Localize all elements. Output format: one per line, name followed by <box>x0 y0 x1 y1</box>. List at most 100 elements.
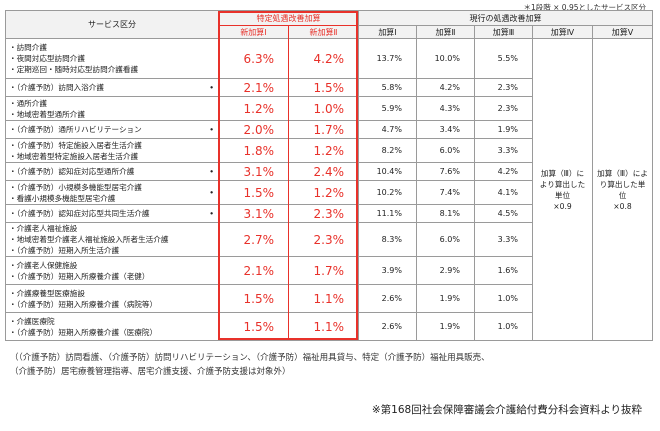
service-cell: ・（介護予防）認知症対応型共同生活介護 • <box>5 204 219 223</box>
service-cell: ・通所介護 ・地域密着型通所介護 <box>5 96 219 121</box>
new-addition-2-value: 2.3% <box>288 204 359 223</box>
addition-2-value: 2.9% <box>416 256 475 285</box>
service-name: ・地域密着型介護老人福祉施設入所者生活介護 <box>9 235 169 244</box>
service-cell: ・介護医療院 ・（介護予防）短期入所療養介護（医療院） <box>5 312 219 341</box>
addition-3-value: 3.3% <box>474 222 533 257</box>
service-name: ・介護老人保健施設 <box>9 260 78 270</box>
addition-3-value: 1.0% <box>474 312 533 341</box>
bullet-mark: • <box>209 125 214 134</box>
new-addition-1-value: 1.5% <box>218 180 289 205</box>
addition-1-header: 加算Ⅰ <box>358 25 417 39</box>
addition-2-value: 7.4% <box>416 180 475 205</box>
addition-2-value: 8.1% <box>416 204 475 223</box>
new-addition-2-value: 2.4% <box>288 162 359 181</box>
bullet-mark: • <box>209 209 214 218</box>
service-name: ・（介護予防）短期入所生活介護 <box>9 246 120 255</box>
table-row: ・介護療養型医療施設 ・（介護予防）短期入所療養介護（病院等） 1.5% 1.1% 2.… <box>5 284 653 313</box>
addition-1-value: 8.2% <box>358 138 417 163</box>
new-addition-group-header: 特定処遇改善加算 <box>218 10 359 26</box>
addition-1-value: 2.6% <box>358 312 417 341</box>
addition-2-value: 3.4% <box>416 120 475 139</box>
service-name: ・（介護予防）短期入所療養介護（医療院） <box>9 327 158 337</box>
addition-3-value: 1.0% <box>474 284 533 313</box>
addition-3-header: 加算Ⅲ <box>474 25 533 39</box>
footnote-line: （（介護予防）訪問看護、（介護予防）訪問リハビリテーション、（介護予防）福祉用具… <box>10 353 490 363</box>
merged-line: 位 <box>618 190 627 200</box>
addition-5-header: 加算Ⅴ <box>591 25 654 39</box>
table-row: ・（介護予防）通所リハビリテーション • 2.0% 1.7% 4.7% 3.4% 1.9% <box>5 120 653 139</box>
service-cell: ・介護老人福祉施設・地域密着型介護老人福祉施設入所者生活介護 ・（介護予防）短期入… <box>5 222 219 257</box>
new-addition-1-value: 2.7% <box>218 222 289 257</box>
addition-1-value: 5.8% <box>358 78 417 97</box>
bullet-mark: • <box>209 167 214 176</box>
addition-3-value: 3.3% <box>474 138 533 163</box>
current-addition-group-header: 現行の処遇改善加算 <box>357 10 654 26</box>
table-row: ・訪問介護 ・夜間対応型訪問介護 ・定期巡回・随時対応型訪問介護看護 6.3% 4.2%… <box>5 38 654 341</box>
service-name: ・介護療養型医療施設 <box>9 288 85 298</box>
table-row: ・介護老人保健施設 ・（介護予防）短期入所療養介護（老健） 2.1% 1.7% 3.9%… <box>5 256 653 285</box>
merged-line: 加算（Ⅲ）によ <box>597 168 648 178</box>
addition-2-header: 加算Ⅱ <box>416 25 475 39</box>
service-cell: ・（介護予防）通所リハビリテーション • <box>5 120 219 139</box>
new-addition-2-value: 1.7% <box>288 256 359 285</box>
new-addition-1-value: 6.3% <box>218 38 289 79</box>
addition-2-value: 4.3% <box>416 96 475 121</box>
addition-3-value: 4.1% <box>474 180 533 205</box>
addition-1-value: 4.7% <box>358 120 417 139</box>
new-addition-1-value: 3.1% <box>218 162 289 181</box>
service-cell: ・（介護予防）認知症対応型通所介護 • <box>5 162 219 181</box>
new-addition-2-header: 新加算Ⅱ <box>288 25 359 39</box>
table-row: ・（介護予防）認知症対応型通所介護 • 3.1% 2.4% 10.4% 7.6% 4.2% <box>5 162 653 181</box>
footnote-line: （介護予防）居宅療養管理指導、居宅介護支援、介護予防支援は対象外） <box>10 367 291 377</box>
new-addition-2-value: 4.2% <box>288 38 359 79</box>
service-col-header: サービス区分 <box>5 10 219 39</box>
exclusion-footnote: （（介護予防）訪問看護、（介護予防）訪問リハビリテーション、（介護予防）福祉用具… <box>10 351 490 379</box>
source-note: ※第168回社会保障審議会介護給付費分科会資料より抜粋 <box>371 404 642 416</box>
table-row: ・（介護予防）認知症対応型共同生活介護 • 3.1% 2.3% 11.1% 8.1% 4.5… <box>5 204 653 223</box>
addition-1-value: 2.6% <box>358 284 417 313</box>
addition-2-value: 1.9% <box>416 284 475 313</box>
addition-2-value: 6.0% <box>416 222 475 257</box>
service-name: ・（介護予防）特定施設入居者生活介護 <box>9 140 142 150</box>
service-name: ・訪問介護 <box>9 43 47 52</box>
addition-4-header: 加算Ⅳ <box>532 25 593 39</box>
new-addition-2-value: 1.1% <box>288 312 359 341</box>
addition-1-value: 11.1% <box>358 204 417 223</box>
addition-1-value: 5.9% <box>358 96 417 121</box>
service-name: ・介護老人福祉施設 <box>9 224 78 233</box>
new-addition-2-value: 1.7% <box>288 120 359 139</box>
addition-1-value: 13.7% <box>358 38 417 79</box>
new-addition-1-value: 3.1% <box>218 204 289 223</box>
new-addition-1-value: 1.8% <box>218 138 289 163</box>
service-name: ・（介護予防）訪問入浴介護 <box>9 83 104 92</box>
table-row: ・介護医療院 ・（介護予防）短期入所療養介護（医療院） 1.5% 1.1% 2.6% 1.… <box>5 312 653 341</box>
addition-rate-table: サービス区分 特定処遇改善加算 現行の処遇改善加算 新加算Ⅰ 新加算Ⅱ 加算Ⅰ … <box>5 10 654 341</box>
new-addition-2-value: 1.2% <box>288 180 359 205</box>
service-name: ・定期巡回・随時対応型訪問介護看護 <box>9 65 139 74</box>
service-name: ・（介護予防）通所リハビリテーション <box>9 125 142 134</box>
new-addition-1-value: 2.1% <box>218 256 289 285</box>
table-row: ・通所介護 ・地域密着型通所介護 1.2% 1.0% 5.9% 4.3% 2.3% <box>5 96 653 121</box>
new-addition-2-value: 1.5% <box>288 78 359 97</box>
service-cell: ・（介護予防）特定施設入居者生活介護 ・地域密着型特定施設入居者生活介護 <box>5 138 219 163</box>
service-name: ・看護小規模多機能型居宅介護 <box>9 193 116 203</box>
new-addition-2-value: 1.1% <box>288 284 359 313</box>
bullet-mark: • <box>209 188 214 197</box>
addition-1-value: 3.9% <box>358 256 417 285</box>
addition-1-value: 8.3% <box>358 222 417 257</box>
service-cell: ・（介護予防）小規模多機能型居宅介護 ・看護小規模多機能型居宅介護 • <box>5 180 219 205</box>
new-addition-1-value: 1.5% <box>218 284 289 313</box>
new-addition-2-value: 1.2% <box>288 138 359 163</box>
bullet-mark: • <box>209 83 214 92</box>
addition-3-value: 2.3% <box>474 96 533 121</box>
service-name: ・（介護予防）短期入所療養介護（病院等） <box>9 299 158 309</box>
addition-2-value: 7.6% <box>416 162 475 181</box>
merged-line: より算出した <box>539 179 586 189</box>
addition-3-value: 1.6% <box>474 256 533 285</box>
addition-3-value: 2.3% <box>474 78 533 97</box>
new-addition-1-value: 1.2% <box>218 96 289 121</box>
service-name: ・地域密着型通所介護 <box>9 109 85 119</box>
new-addition-2-value: 2.3% <box>288 222 359 257</box>
addition-3-value: 5.5% <box>474 38 533 79</box>
table-row: ・（介護予防）訪問入浴介護 • 2.1% 1.5% 5.8% 4.2% 2.3% <box>5 78 653 97</box>
